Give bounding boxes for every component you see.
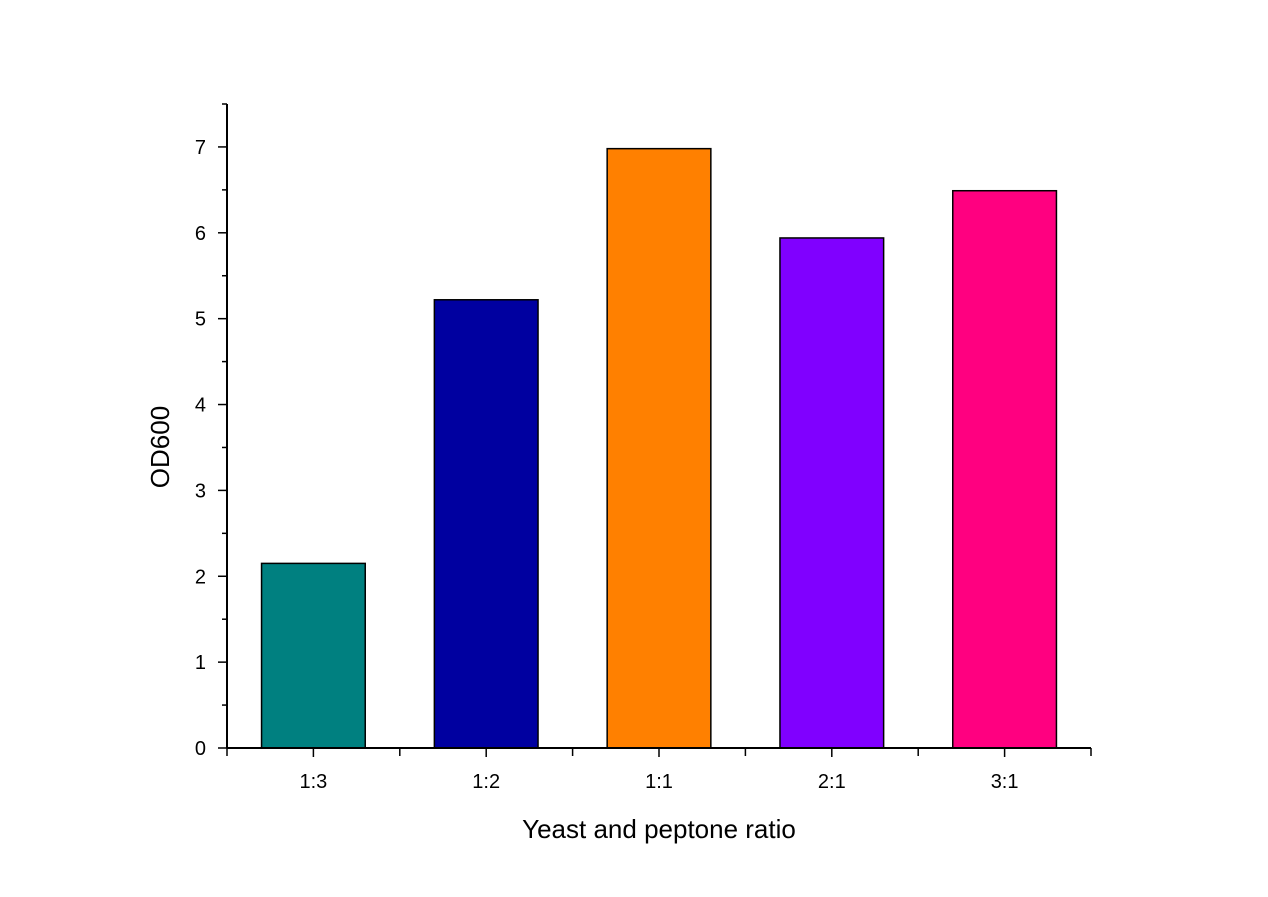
y-axis-title: OD600 (145, 406, 175, 488)
y-tick-label: 7 (195, 137, 206, 159)
x-ticks-group: 1:3 1:2 1:1 2:1 3:1 (226, 748, 1092, 793)
bar-1-2 (433, 299, 539, 749)
x-tick-label: 2:1 (818, 771, 846, 793)
x-tick-label: 1:2 (472, 771, 500, 793)
y-tick-label: 5 (195, 309, 206, 331)
x-tick-label: 3:1 (991, 771, 1019, 793)
y-tick-label: 0 (195, 738, 206, 760)
y-tick-label: 6 (195, 223, 206, 245)
y-tick-label: 4 (195, 395, 206, 417)
y-tick-label: 3 (195, 480, 206, 502)
bars-group (260, 147, 1058, 749)
bar-2-1 (779, 237, 885, 749)
x-tick-label: 1:1 (645, 771, 673, 793)
x-axis-title: Yeast and peptone ratio (522, 814, 796, 844)
x-tick-label: 1:3 (299, 771, 327, 793)
bar-3-1 (952, 189, 1058, 749)
y-ticks-group: 0 1 2 3 4 5 6 7 (195, 103, 227, 760)
y-tick-label: 1 (195, 652, 206, 674)
bar-1-3 (260, 562, 366, 749)
y-tick-label: 2 (195, 566, 206, 588)
bar-1-1 (606, 147, 712, 749)
